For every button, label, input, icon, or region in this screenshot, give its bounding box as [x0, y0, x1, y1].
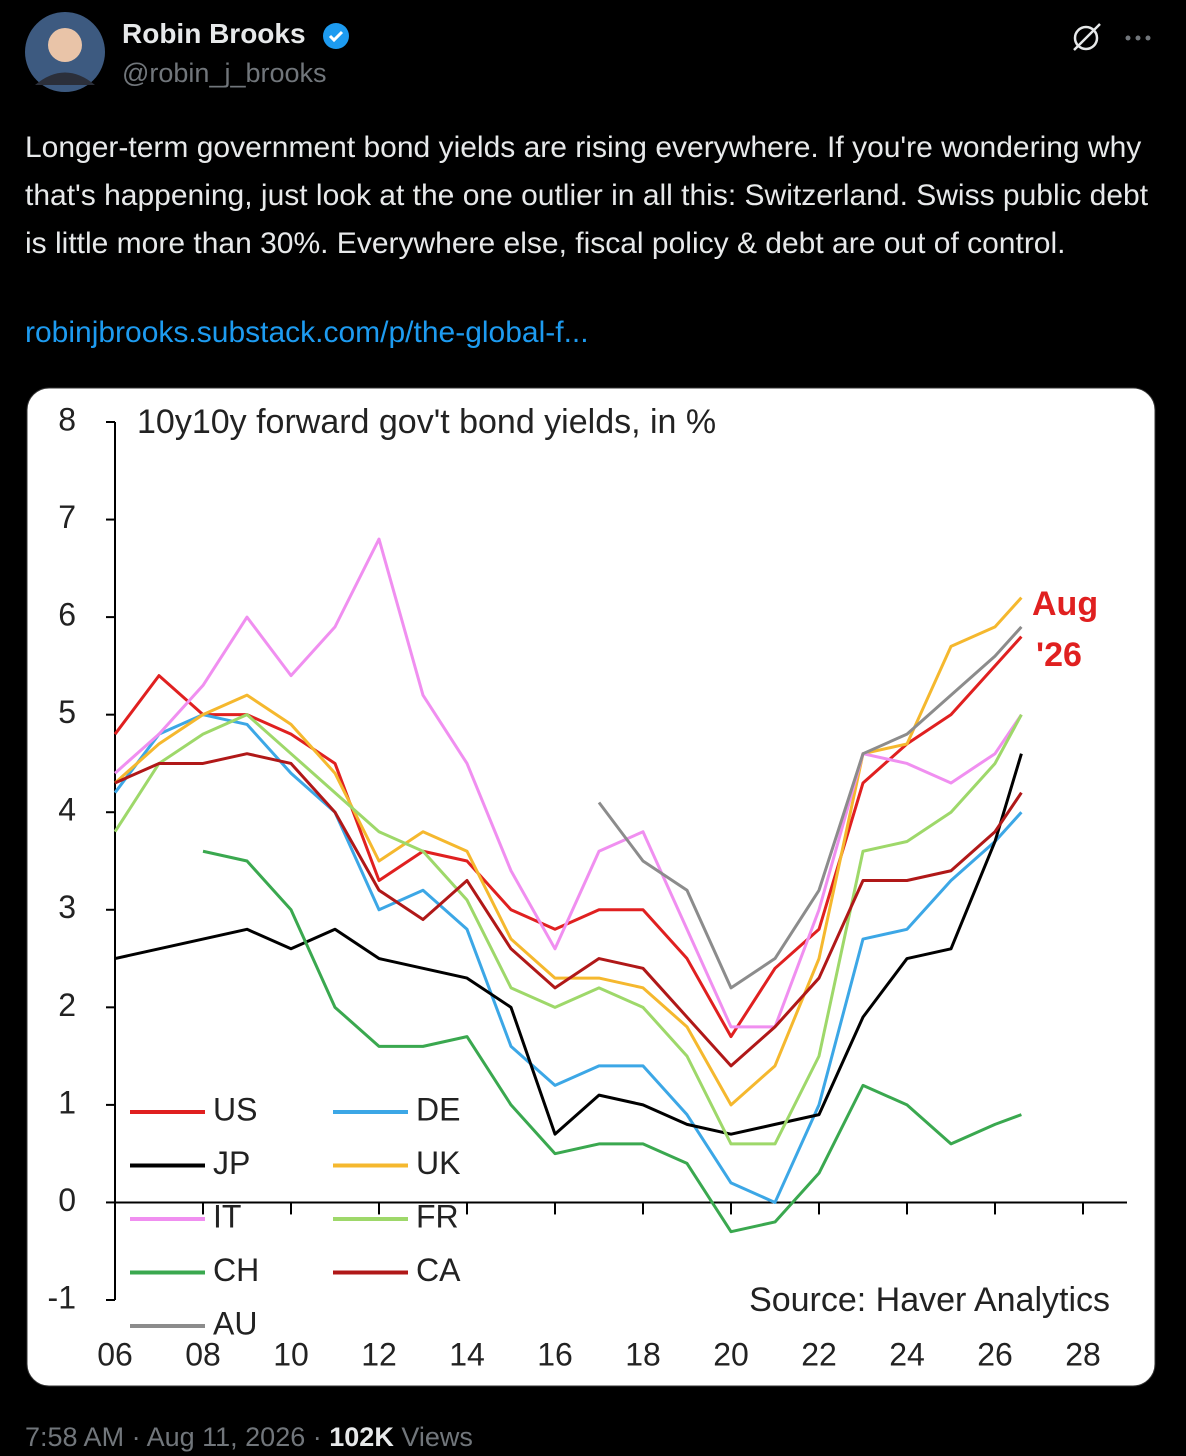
y-tick-label: 3 [58, 889, 76, 925]
legend-label: JP [213, 1145, 250, 1181]
series-line [113, 713, 1023, 1146]
tweet-footer: 7:58 AM · Aug 11, 2026 · 102K Views [25, 1422, 473, 1453]
legend-label: FR [416, 1198, 459, 1234]
x-tick-label: 18 [625, 1336, 661, 1372]
verified-check [328, 30, 344, 43]
x-tick-label: 12 [361, 1336, 397, 1372]
series-line [202, 849, 1022, 1234]
annotation: '26 [1036, 636, 1082, 674]
annotation: Aug [1032, 585, 1098, 623]
series-line [113, 713, 1023, 1204]
x-tick-label: 10 [273, 1336, 309, 1372]
chart-title: 10y10y forward gov't bond yields, in % [137, 403, 716, 441]
legend-label: AU [213, 1305, 257, 1341]
series-line [114, 752, 1023, 1068]
views-label: Views [401, 1422, 473, 1452]
series-line [114, 753, 1023, 1136]
y-tick-label: 0 [58, 1182, 76, 1218]
time[interactable]: 7:58 AM [25, 1422, 125, 1452]
avatar-suit [35, 72, 95, 85]
legend-label: UK [416, 1145, 460, 1181]
y-tick-label: 4 [58, 792, 76, 828]
x-tick-label: 22 [801, 1336, 837, 1372]
separator: · [312, 1422, 322, 1452]
y-tick-label: 1 [58, 1084, 76, 1120]
y-tick-label: 7 [58, 499, 76, 535]
y-tick-label: 8 [58, 401, 76, 437]
x-tick-label: 24 [889, 1336, 925, 1372]
source-note: Source: Haver Analytics [749, 1281, 1110, 1319]
tweet-link[interactable]: robinjbrooks.substack.com/p/the-global-f… [25, 316, 589, 349]
series-line [597, 625, 1023, 990]
series-line [114, 537, 1023, 1029]
series-line [113, 635, 1023, 1039]
author-name[interactable]: Robin Brooks [122, 18, 306, 49]
x-tick-label: 08 [185, 1336, 221, 1372]
x-tick-label: 26 [977, 1336, 1013, 1372]
separator: · [131, 1422, 141, 1452]
x-tick-label: 14 [449, 1336, 485, 1372]
y-tick-label: 5 [58, 694, 76, 730]
x-tick-label: 06 [97, 1336, 133, 1372]
views-count: 102K [329, 1422, 394, 1452]
x-tick-label: 16 [537, 1336, 573, 1372]
tweet-text: Longer-term government bond yields are r… [25, 131, 1149, 260]
legend-label: CA [416, 1252, 461, 1288]
legend-label: CH [213, 1252, 259, 1288]
grok-icon-slash [1073, 23, 1101, 51]
grok-icon[interactable] [1073, 25, 1099, 51]
y-tick-label: -1 [48, 1279, 76, 1315]
series-line [114, 596, 1023, 1107]
x-tick-label: 28 [1065, 1336, 1101, 1372]
y-tick-label: 2 [58, 987, 76, 1023]
legend-label: US [213, 1091, 257, 1127]
chart-card[interactable] [26, 387, 1156, 1387]
more-icon[interactable] [1125, 35, 1151, 41]
x-tick-label: 20 [713, 1336, 749, 1372]
date[interactable]: Aug 11, 2026 [146, 1422, 306, 1452]
avatar-face [48, 28, 82, 62]
author-handle[interactable]: @robin_j_brooks [122, 58, 327, 88]
y-tick-label: 6 [58, 597, 76, 633]
legend-label: IT [213, 1198, 241, 1234]
legend-label: DE [416, 1091, 460, 1127]
